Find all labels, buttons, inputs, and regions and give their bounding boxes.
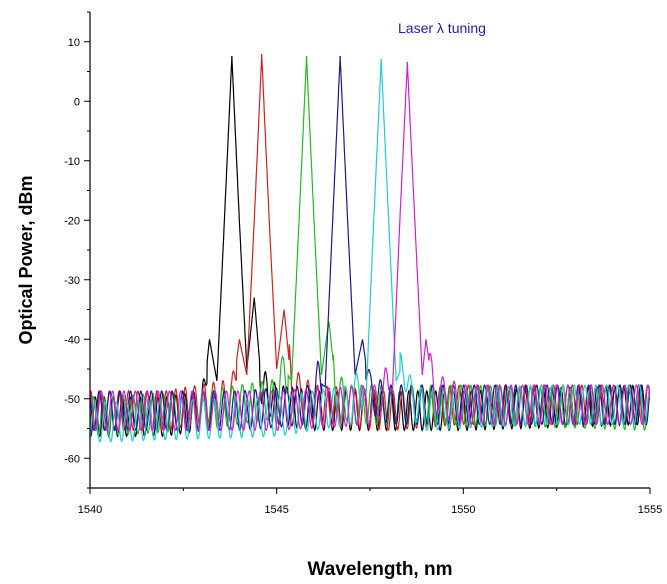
- peak-point-6: [406, 61, 409, 64]
- y-tick-label: -50: [64, 394, 80, 406]
- axes-layer: 10 0 -10 -20 -30 -40 -50 -60 1540 1545 1550 1555: [64, 11, 662, 516]
- peak-point-4: [339, 55, 341, 58]
- annotation-laser-tuning: Laser λ tuning: [398, 20, 486, 36]
- series-line-3: [90, 56, 650, 437]
- peak-point-5: [380, 58, 383, 61]
- plot-area: 10 0 -10 -20 -30 -40 -50 -60 1540 1545 1550 1555: [64, 11, 662, 516]
- x-axis-title: Wavelength, nm: [308, 559, 453, 580]
- peak-point-3: [305, 55, 308, 58]
- series-line-5: [90, 59, 650, 443]
- y-tick-label: -60: [64, 453, 80, 465]
- y-tick-label: -30: [64, 275, 80, 287]
- y-tick-label: -40: [64, 334, 80, 346]
- x-tick-label: 1550: [451, 504, 475, 516]
- peak-point-1: [231, 55, 233, 58]
- peak-point-2: [260, 54, 263, 56]
- series-layer: [90, 54, 650, 443]
- y-axis-title: Optical Power, dBm: [16, 175, 36, 344]
- y-tick-label: 0: [74, 96, 80, 108]
- y-tick-label: -20: [64, 215, 80, 227]
- y-tick-label: 10: [68, 37, 80, 49]
- x-tick-label: 1540: [78, 504, 102, 516]
- x-tick-label: 1545: [264, 504, 288, 516]
- series-line-1: [90, 56, 650, 438]
- series-line-4: [90, 56, 650, 432]
- series-line-6: [90, 62, 650, 432]
- x-tick-label: 1555: [638, 504, 662, 516]
- y-tick-label: -10: [64, 156, 80, 168]
